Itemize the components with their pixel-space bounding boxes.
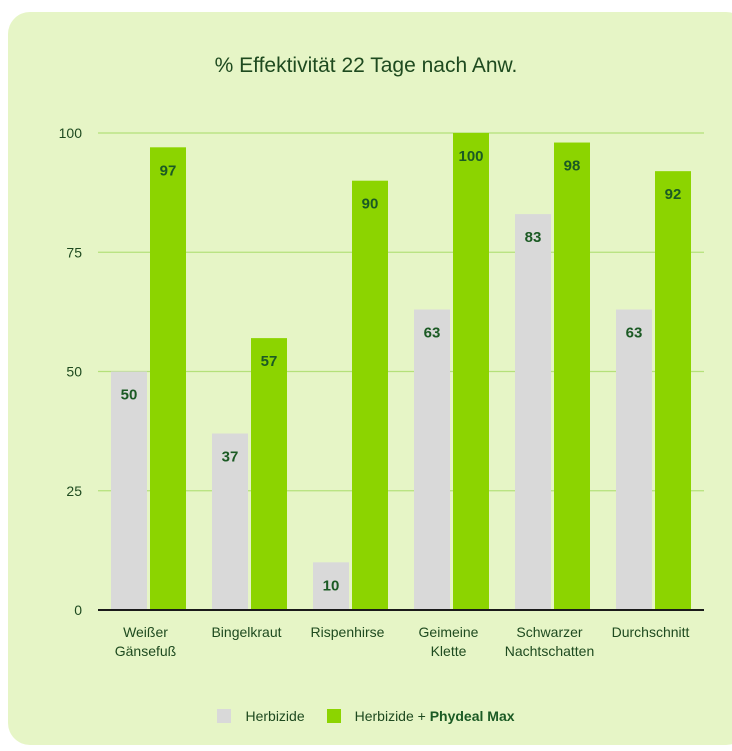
data-label-0-1: 37 [222, 449, 239, 466]
legend-item-phydeal: Herbizide + Phydeal Max [326, 708, 515, 724]
category-label-4: Schwarzer Nachtschatten [505, 624, 595, 659]
legend-swatch-gray [217, 709, 232, 723]
data-label-1-0: 97 [160, 162, 177, 179]
bars [111, 133, 691, 611]
legend-label-brand: Phydeal Max [429, 708, 515, 724]
bar-herbizide-0 [111, 371, 147, 610]
bar-phydeal-5 [655, 171, 691, 610]
bar-phydeal-1 [251, 338, 287, 610]
category-label-3: Geimeine Klette [419, 624, 479, 659]
bar-chart: 0 25 50 75 100 50 97 37 57 10 90 63 100 83 98 63 92 Wei… [59, 125, 704, 659]
bar-phydeal-2 [352, 180, 388, 610]
category-label-5: Durchschnitt [612, 624, 690, 640]
bar-herbizide-2 [313, 562, 349, 610]
y-tick-25: 25 [66, 483, 82, 499]
bar-herbizide-1 [212, 433, 248, 610]
y-tick-0: 0 [74, 602, 82, 618]
legend-swatch-green [326, 709, 341, 723]
data-label-0-2: 10 [323, 577, 340, 594]
legend: Herbizide Herbizide + Phydeal Max [0, 708, 732, 724]
data-label-0-5: 63 [626, 324, 643, 341]
legend-label-phydeal: Herbizide + Phydeal Max [355, 708, 515, 724]
data-label-1-3: 100 [458, 148, 483, 165]
legend-item-herbizide: Herbizide [217, 708, 305, 724]
x-axis-categories: Weißer Gänsefuß Bingelkraut Rispenhirse Geim… [115, 624, 690, 659]
chart-title: % Effektivität 22 Tage nach Anw. [214, 54, 518, 77]
data-label-1-4: 98 [564, 158, 581, 175]
bar-herbizide-5 [616, 309, 652, 610]
data-label-0-0: 50 [121, 387, 138, 404]
bar-herbizide-3 [414, 309, 450, 610]
category-label-1: Bingelkraut [211, 624, 281, 640]
gridlines [98, 132, 704, 492]
data-label-1-1: 57 [261, 353, 278, 370]
y-tick-50: 50 [66, 364, 82, 380]
bar-phydeal-0 [150, 147, 186, 610]
bar-phydeal-4 [554, 142, 590, 611]
y-axis-ticks: 0 25 50 75 100 [59, 125, 83, 618]
data-label-0-3: 63 [424, 324, 441, 341]
category-label-2: Rispenhirse [311, 624, 385, 640]
data-labels: 50 97 37 57 10 90 63 100 83 98 63 92 [121, 148, 682, 594]
bar-phydeal-3 [453, 133, 489, 610]
data-label-0-4: 83 [525, 229, 542, 246]
y-tick-75: 75 [66, 244, 82, 260]
y-tick-100: 100 [59, 125, 83, 141]
bar-herbizide-4 [515, 214, 551, 610]
category-label-0: Weißer Gänsefuß [115, 624, 176, 659]
legend-label-prefix: Herbizide + [354, 708, 426, 724]
data-label-1-5: 92 [665, 186, 682, 203]
legend-label-herbizide: Herbizide [245, 708, 305, 724]
data-label-1-2: 90 [362, 196, 379, 213]
